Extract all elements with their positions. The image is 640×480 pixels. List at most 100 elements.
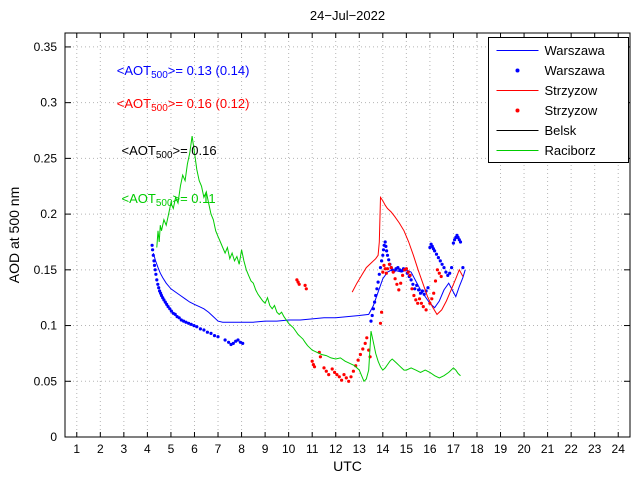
series-point-strzyzow-scatter	[410, 287, 414, 291]
series-point-strzyzow-scatter	[414, 298, 418, 302]
series-point-strzyzow-scatter	[406, 270, 410, 274]
series-point-strzyzow-scatter	[384, 271, 388, 275]
x-tick-label: 10	[282, 442, 296, 456]
series-point-warszawa-scatter	[387, 258, 391, 262]
series-point-warszawa-scatter	[192, 324, 196, 328]
series-point-warszawa-scatter	[378, 266, 383, 270]
x-tick-label: 24	[612, 442, 626, 456]
chart-title: 24−Jul−2022	[309, 8, 386, 23]
series-point-warszawa-scatter	[371, 307, 375, 311]
series-point-warszawa-scatter	[189, 322, 193, 326]
x-tick-label: 11	[306, 442, 319, 456]
series-point-warszawa-scatter	[216, 335, 220, 339]
x-tick-label: 19	[494, 442, 508, 456]
series-point-warszawa-scatter	[375, 287, 379, 291]
x-tick-label: 16	[423, 442, 437, 456]
series-point-warszawa-scatter	[413, 287, 417, 291]
series-point-strzyzow-scatter	[383, 267, 387, 271]
x-tick-label: 23	[588, 442, 602, 456]
series-point-warszawa-scatter	[173, 312, 177, 316]
series-point-strzyzow-scatter	[432, 291, 436, 295]
series-point-strzyzow-scatter	[412, 293, 416, 298]
series-point-strzyzow-scatter	[401, 273, 405, 277]
series-point-warszawa-scatter	[377, 272, 381, 276]
series-point-warszawa-scatter	[374, 293, 378, 298]
legend-sample-dot	[515, 108, 520, 113]
series-warszawa-line	[152, 252, 466, 323]
x-tick-label: 21	[541, 442, 555, 456]
x-tick-label: 14	[376, 442, 390, 456]
series-point-strzyzow-scatter	[342, 373, 346, 377]
series-point-strzyzow-scatter	[437, 271, 441, 275]
series-point-warszawa-scatter	[411, 282, 415, 286]
aot-annotation: <AOT500>= 0.13 (0.14)	[117, 63, 250, 81]
series-point-warszawa-scatter	[182, 319, 186, 323]
series-point-warszawa-scatter	[385, 249, 389, 253]
x-tick-label: 3	[121, 442, 128, 456]
series-strzyzow-line	[351, 195, 464, 316]
series-point-strzyzow-scatter	[324, 369, 328, 373]
series-point-warszawa-scatter	[438, 259, 442, 263]
series-point-warszawa-scatter	[383, 240, 387, 244]
y-tick-label: 0.15	[34, 263, 58, 277]
series-raciborz-line	[156, 136, 461, 383]
series-point-strzyzow-scatter	[356, 358, 360, 362]
series-point-warszawa-scatter	[177, 316, 181, 320]
series-point-strzyzow-scatter	[330, 367, 334, 371]
series-point-strzyzow-scatter	[433, 279, 438, 283]
series-point-warszawa-scatter	[163, 300, 167, 304]
series-point-warszawa-scatter	[428, 245, 432, 250]
legend-box	[488, 37, 629, 163]
series-point-warszawa-scatter	[415, 283, 419, 287]
y-tick-label: 0.05	[34, 374, 58, 388]
series-point-strzyzow-scatter	[387, 262, 391, 266]
series-point-strzyzow-scatter	[380, 310, 384, 314]
series-point-strzyzow-scatter	[381, 270, 385, 274]
series-point-warszawa-scatter	[458, 240, 463, 244]
series-point-warszawa-scatter	[461, 266, 465, 270]
legend-label: Raciborz	[545, 143, 596, 158]
x-axis-label: UTC	[333, 458, 362, 474]
series-point-strzyzow-scatter	[416, 301, 420, 305]
series-point-strzyzow-scatter	[421, 305, 425, 309]
series-point-warszawa-scatter	[202, 328, 206, 332]
series-point-strzyzow-scatter	[399, 281, 403, 285]
x-tick-label: 6	[191, 442, 198, 456]
series-point-warszawa-scatter	[150, 243, 154, 247]
y-tick-label: 0.35	[34, 40, 58, 54]
x-tick-label: 1	[73, 442, 80, 456]
series-point-warszawa-scatter	[223, 338, 227, 342]
series-point-strzyzow-scatter	[340, 378, 344, 382]
series-point-warszawa-scatter	[418, 291, 423, 295]
series-point-strzyzow-scatter	[322, 366, 326, 370]
series-point-warszawa-scatter	[231, 341, 235, 345]
aot-annotation: <AOT500>= 0.16 (0.12)	[117, 96, 250, 114]
series-point-strzyzow-scatter	[363, 341, 367, 345]
series-point-warszawa-scatter	[152, 263, 157, 267]
y-tick-label: 0.3	[40, 96, 57, 110]
series-point-warszawa-scatter	[380, 259, 384, 263]
series-point-strzyzow-scatter	[361, 347, 365, 351]
series-point-strzyzow-scatter	[303, 283, 307, 287]
series-point-warszawa-scatter	[426, 286, 430, 290]
legend-label: Belsk	[545, 123, 577, 138]
series-point-warszawa-scatter	[384, 244, 388, 248]
series-point-warszawa-scatter	[434, 252, 439, 256]
series-point-warszawa-scatter	[154, 272, 158, 276]
x-tick-label: 22	[564, 442, 578, 456]
series-point-strzyzow-scatter	[365, 336, 369, 340]
x-tick-label: 7	[215, 442, 222, 456]
series-point-strzyzow-scatter	[378, 321, 383, 325]
legend-label: Strzyzow	[545, 83, 598, 98]
x-tick-label: 2	[97, 442, 104, 456]
series-point-warszawa-scatter	[385, 253, 390, 257]
series-point-warszawa-scatter	[422, 292, 426, 296]
series-point-warszawa-scatter	[155, 278, 159, 282]
series-point-warszawa-scatter	[187, 321, 191, 325]
series-point-warszawa-scatter	[420, 289, 424, 293]
aot-annotation: <AOT500>= 0.16	[122, 143, 217, 161]
series-point-warszawa-scatter	[209, 331, 213, 335]
series-point-warszawa-scatter	[436, 256, 440, 260]
series-point-warszawa-scatter	[151, 248, 155, 252]
y-tick-label: 0	[50, 430, 57, 444]
